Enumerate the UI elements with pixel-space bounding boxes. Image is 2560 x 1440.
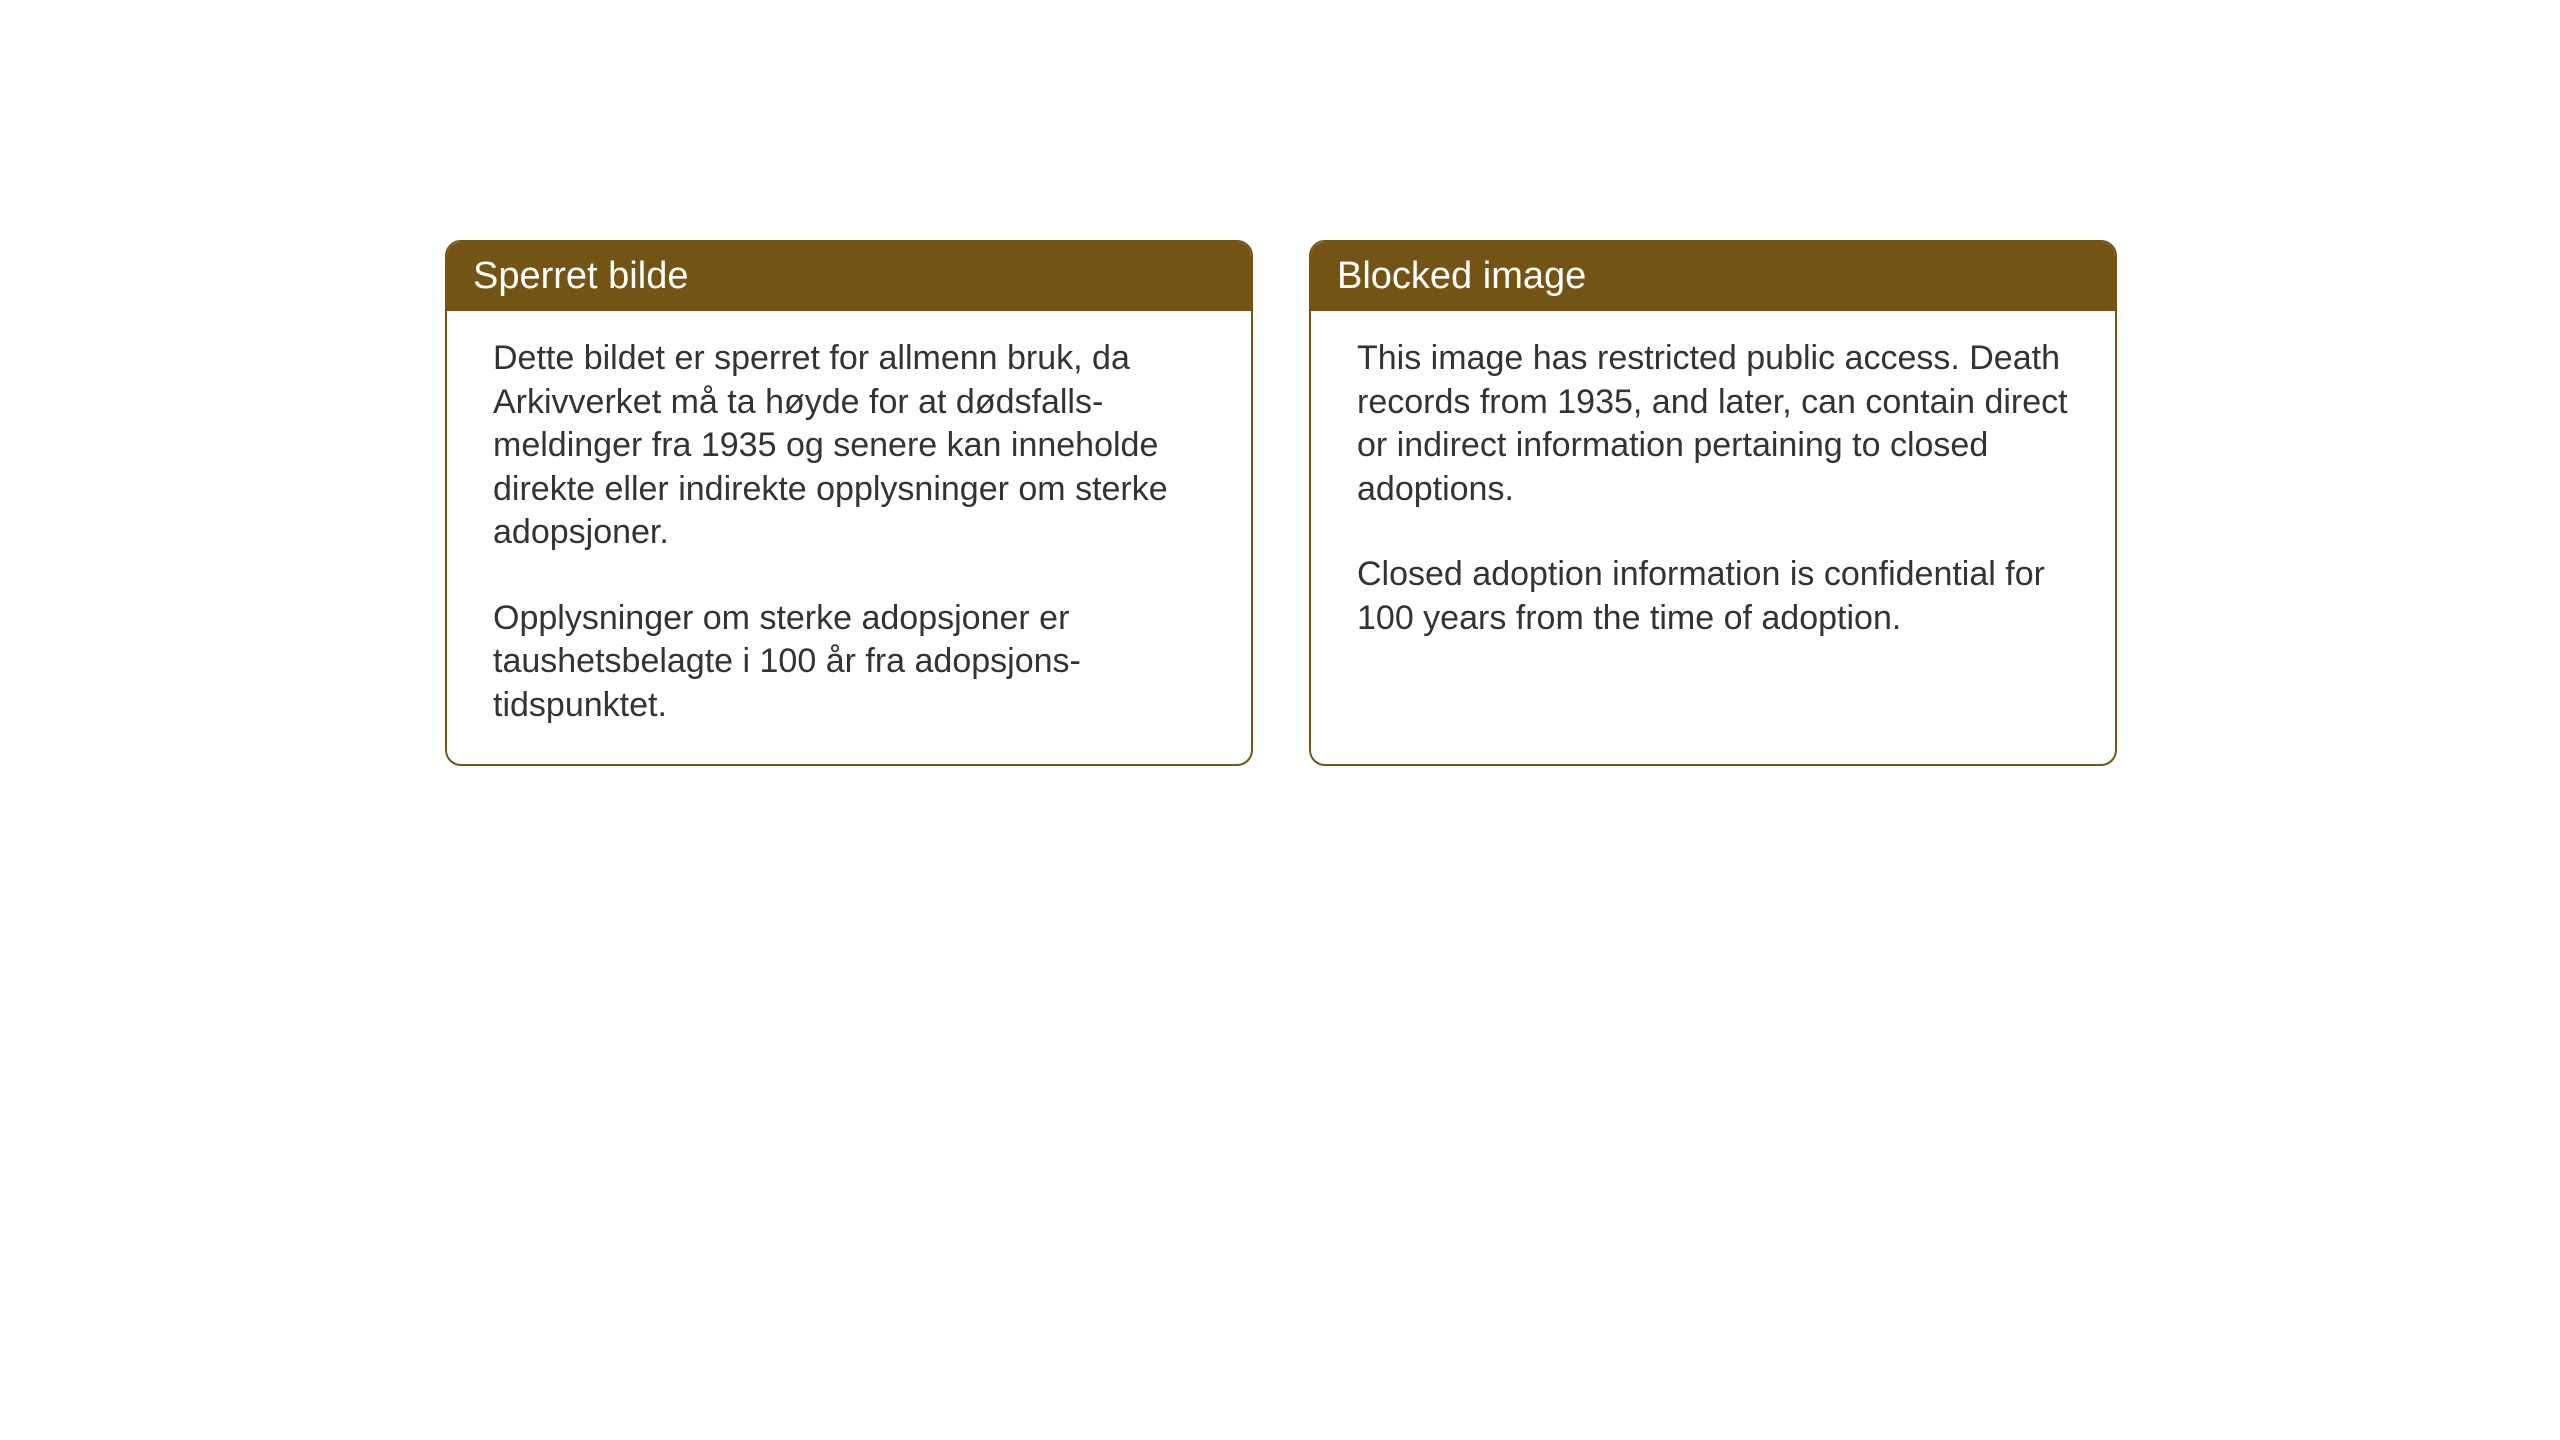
card-header-norwegian: Sperret bilde xyxy=(447,242,1251,311)
cards-container: Sperret bilde Dette bildet er sperret fo… xyxy=(445,240,2117,766)
card-body-norwegian: Dette bildet er sperret for allmenn bruk… xyxy=(447,311,1251,763)
card-english: Blocked image This image has restricted … xyxy=(1309,240,2117,766)
card-paragraph-2: Closed adoption information is confident… xyxy=(1357,553,2085,640)
card-header-english: Blocked image xyxy=(1311,242,2115,311)
card-paragraph-2: Opplysninger om sterke adopsjoner er tau… xyxy=(493,597,1221,728)
card-body-english: This image has restricted public access.… xyxy=(1311,311,2115,676)
card-norwegian: Sperret bilde Dette bildet er sperret fo… xyxy=(445,240,1253,766)
card-paragraph-1: Dette bildet er sperret for allmenn bruk… xyxy=(493,337,1221,555)
card-paragraph-1: This image has restricted public access.… xyxy=(1357,337,2085,511)
